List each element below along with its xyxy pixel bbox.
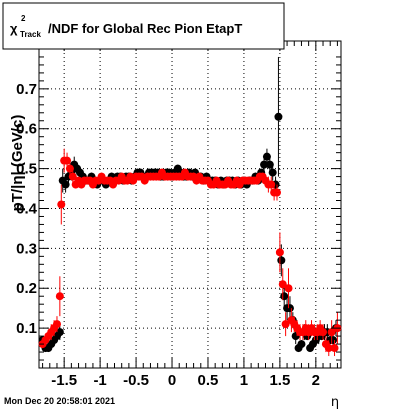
- y-tick-label: 0.5: [16, 161, 37, 178]
- black-series: [38, 56, 340, 353]
- y-tick-label: 0.6: [16, 121, 37, 138]
- timestamp: Mon Dec 20 20:58:01 2021: [4, 396, 115, 406]
- red-series: [38, 148, 342, 357]
- title-rest: /NDF for Global Rec Pion EtapT: [48, 21, 242, 36]
- red-data-point: [319, 328, 328, 337]
- x-tick-label: -0.5: [123, 372, 149, 389]
- black-data-point: [280, 292, 289, 301]
- red-data-point: [273, 188, 282, 197]
- black-data-point: [329, 336, 338, 345]
- black-data-point: [297, 340, 306, 349]
- red-data-point: [324, 344, 333, 353]
- black-data-point: [265, 160, 274, 169]
- red-data-point: [330, 344, 339, 353]
- grid: [39, 41, 341, 368]
- title-chi: χ: [10, 21, 18, 36]
- x-tick-label: 1: [240, 372, 248, 389]
- tick-labels: -1.5 -1 -0.5 0 0.5 1 1.5 2 0.1 0.2 0.3 0.4 0.5 0.6 0.7: [16, 81, 320, 389]
- red-data-point: [267, 180, 276, 189]
- y-tick-label: 0.1: [16, 320, 37, 337]
- black-data-point: [274, 112, 283, 121]
- red-data-point: [281, 320, 290, 329]
- x-tick-label: -1: [93, 372, 106, 389]
- y-axis-title: pT/|η| (GeV/c): [9, 115, 26, 212]
- points-layer: [38, 56, 342, 357]
- y-tick-label: 0.7: [16, 81, 37, 98]
- red-data-point: [68, 172, 77, 181]
- red-data-point: [65, 164, 74, 173]
- title-sub: Track: [20, 30, 41, 39]
- title-sup: 2: [21, 14, 26, 23]
- red-data-point: [63, 156, 72, 165]
- x-tick-label: 0: [168, 372, 176, 389]
- y-tick-label: 0.3: [16, 240, 37, 257]
- black-data-point: [262, 152, 271, 161]
- red-data-point: [57, 200, 66, 209]
- x-tick-label: 0.5: [198, 372, 219, 389]
- black-data-point: [285, 304, 294, 313]
- red-data-point: [52, 320, 61, 329]
- black-data-point: [55, 328, 64, 337]
- red-data-point: [278, 280, 287, 289]
- black-data-point: [277, 256, 286, 265]
- x-tick-label: 1.5: [269, 372, 290, 389]
- title-box: [2, 2, 285, 50]
- x-tick-label: -1.5: [51, 372, 77, 389]
- y-tick-label: 0.4: [16, 200, 38, 217]
- x-tick-label: 2: [312, 372, 320, 389]
- red-data-point: [55, 292, 64, 301]
- red-data-point: [327, 328, 336, 337]
- x-axis-title: η: [331, 395, 339, 409]
- black-data-point: [260, 160, 269, 169]
- black-data-point: [268, 168, 277, 177]
- red-data-point: [275, 248, 284, 257]
- red-data-point: [284, 284, 293, 293]
- black-data-point: [61, 180, 70, 189]
- y-tick-label: 0.2: [16, 280, 37, 297]
